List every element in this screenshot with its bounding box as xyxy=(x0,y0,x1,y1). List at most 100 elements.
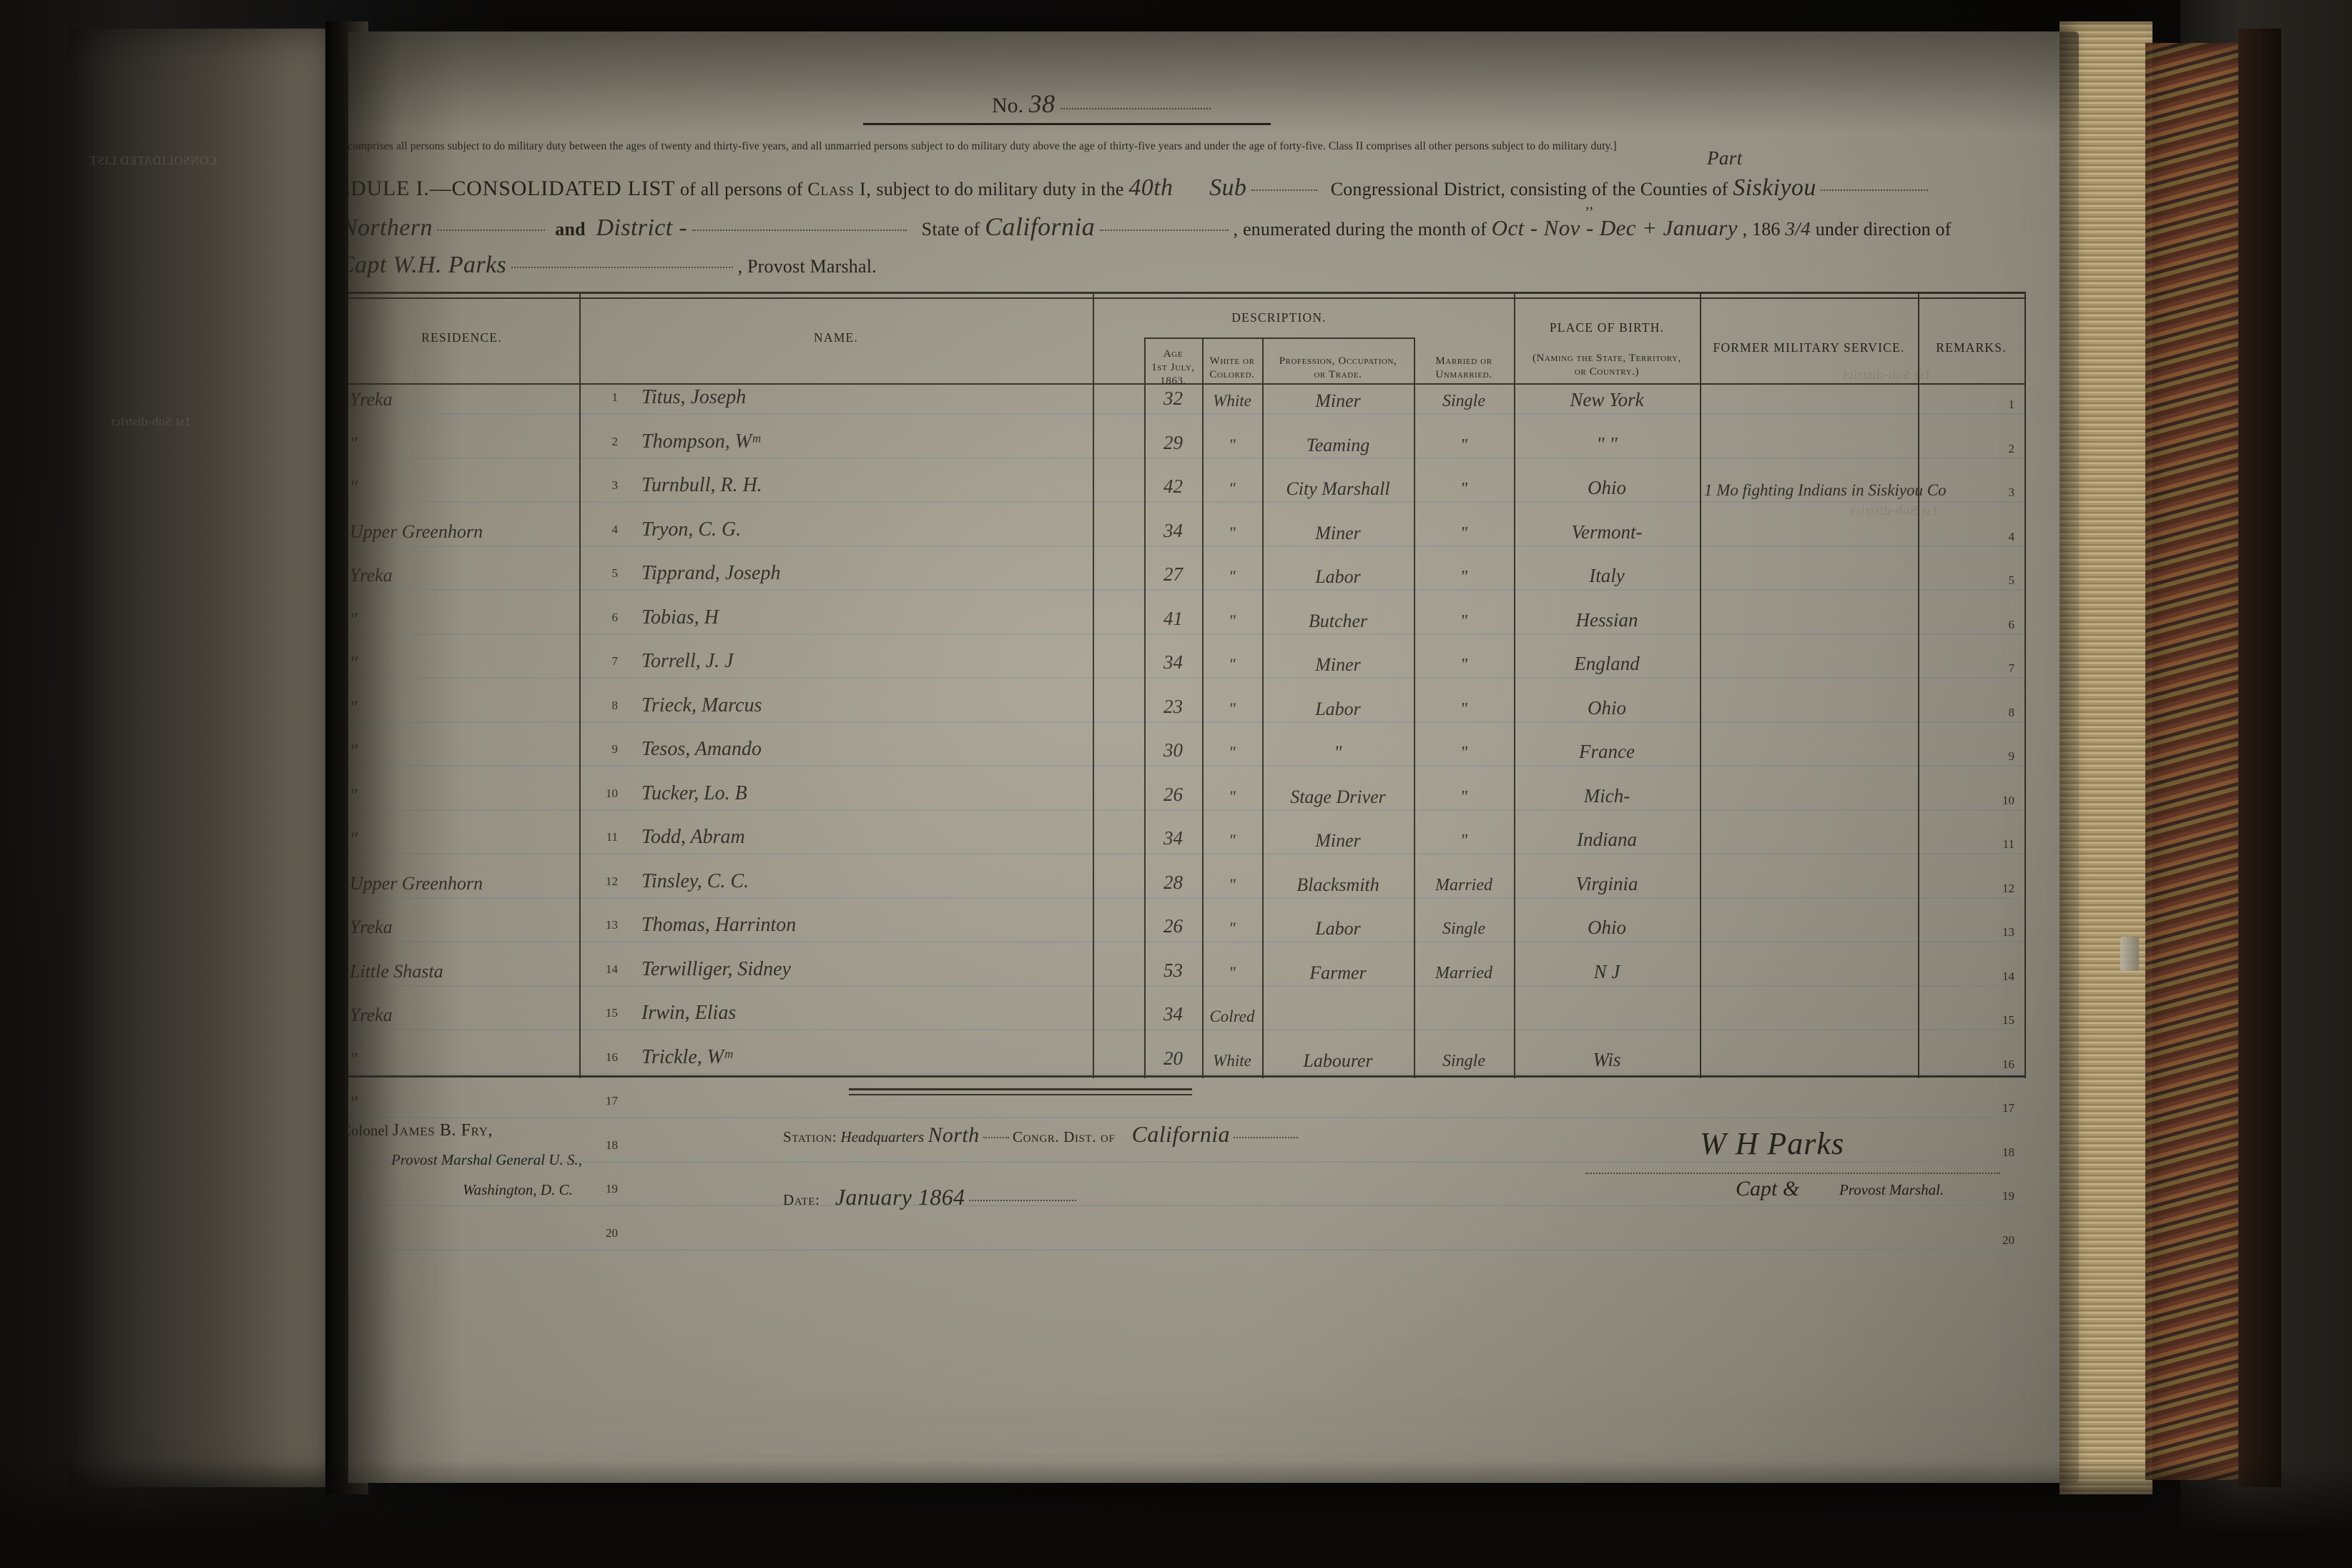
district-number-value: 40th xyxy=(1128,174,1173,201)
header-profession-line2: or Trade. xyxy=(1314,368,1362,380)
row-number: 20 xyxy=(606,1226,618,1240)
col-divider-service xyxy=(1700,292,1701,1078)
row-number: 17 xyxy=(606,1094,618,1108)
cell-marital: " xyxy=(1460,699,1468,719)
cell-birth: Ohio xyxy=(1588,477,1626,498)
cell-birth: New York xyxy=(1570,389,1644,410)
cell-residence: Yreka xyxy=(350,917,393,937)
cell-service: 1 Mo fighting Indians in Siskiyou Co xyxy=(1704,481,1947,499)
row-number: 2 xyxy=(611,434,619,448)
col-divider-name xyxy=(1093,292,1094,1078)
cell-wc: " xyxy=(1229,875,1236,894)
cell-name: Torrell, J. J xyxy=(641,650,734,672)
state-rule xyxy=(1099,230,1229,231)
row-number: 9 xyxy=(611,742,619,756)
header-pob-sub-line2: or Country.) xyxy=(1574,365,1640,378)
cell-birth: Ohio xyxy=(1588,696,1626,719)
class-definition-note: I comprises all persons subject to do mi… xyxy=(348,140,1617,152)
cell-name: Todd, Abram xyxy=(641,826,745,848)
book-fore-edge xyxy=(2060,21,2152,1494)
ruled-line xyxy=(348,413,2024,415)
cell-marital: Single xyxy=(1442,919,1485,938)
row-number-right: 15 xyxy=(2002,1013,2014,1027)
cell-age: 20 xyxy=(1163,1047,1183,1069)
congressional-district-text: Congressional District, consisting of th… xyxy=(1330,179,1728,199)
header-age: Age 1st July, 1863. xyxy=(1144,347,1202,388)
cell-name: Trieck, Marcus xyxy=(641,694,762,716)
cell-name: Tesos, Amando xyxy=(641,738,762,760)
cell-name: Terwilliger, Sidney xyxy=(641,957,791,980)
cell-age: 28 xyxy=(1163,871,1183,893)
row-number-right: 8 xyxy=(2008,705,2015,719)
col-divider-profession xyxy=(1262,337,1264,1078)
col-divider-married xyxy=(1414,337,1415,1078)
row-number: 7 xyxy=(611,654,619,668)
row-number: 8 xyxy=(611,698,619,712)
ruled-line xyxy=(348,721,2024,723)
schedule-title-text-1: of all persons of xyxy=(679,179,803,199)
cell-name: Thomas, Harrinton xyxy=(641,914,797,936)
cell-birth: Indiana xyxy=(1577,829,1637,850)
cell-wc: " xyxy=(1229,523,1236,542)
cell-age: 30 xyxy=(1163,739,1183,761)
cell-wc: " xyxy=(1229,656,1236,674)
cell-marital: Married xyxy=(1435,963,1492,982)
desk-bottom-shadow xyxy=(0,1461,2352,1568)
row-number: 15 xyxy=(606,1006,618,1020)
form-number-label: No. xyxy=(992,94,1024,117)
cell-wc: " xyxy=(1229,611,1236,630)
cell-age: 41 xyxy=(1163,607,1183,629)
header-place-of-birth: PLACE OF BIRTH. xyxy=(1549,320,1665,335)
ruled-line xyxy=(348,457,2024,459)
row-number-right: 3 xyxy=(2008,485,2015,499)
row-number-right: 20 xyxy=(2002,1233,2014,1247)
row-number-right: 16 xyxy=(2002,1057,2014,1071)
cell-name: Titus, Joseph xyxy=(641,386,747,408)
cell-marital: Single xyxy=(1442,1051,1485,1070)
cell-marital: Married xyxy=(1435,875,1492,894)
row-number: 3 xyxy=(611,478,619,492)
cell-profession: Farmer xyxy=(1309,962,1367,983)
footer-date-row: Date: January 1864 xyxy=(783,1184,1076,1210)
cell-marital: " xyxy=(1460,523,1468,543)
row-number-right: 18 xyxy=(2002,1145,2014,1159)
cell-name: Thompson, Wᵐ xyxy=(641,430,760,453)
cell-birth: England xyxy=(1574,653,1640,674)
header-wc-line1: White or xyxy=(1209,355,1255,367)
ruled-line xyxy=(348,941,2024,942)
ruled-line xyxy=(348,809,2024,811)
header-wc-line2: Colored. xyxy=(1209,368,1255,380)
cell-residence: Yreka xyxy=(350,565,393,586)
cell-residence: " xyxy=(350,1048,358,1070)
footer-station-rule xyxy=(983,1137,1009,1138)
state-label: State of xyxy=(921,219,980,240)
cell-age: 34 xyxy=(1163,827,1183,849)
cell-residence: Upper Greenhorn xyxy=(350,521,483,542)
cell-wc: " xyxy=(1229,699,1236,718)
header-remarks: REMARKS. xyxy=(1936,340,2007,355)
cell-age: 34 xyxy=(1163,1003,1183,1025)
cell-birth: Ohio xyxy=(1588,917,1626,938)
cell-name: Tinsley, C. C. xyxy=(641,869,749,892)
row-number: 13 xyxy=(606,918,618,932)
cell-profession: Labor xyxy=(1315,918,1361,939)
row-number-right: 14 xyxy=(2002,969,2014,983)
footer-signature-title: Provost Marshal. xyxy=(1839,1181,1944,1198)
cell-birth: Virginia xyxy=(1575,872,1638,894)
district-sub-value: Sub xyxy=(1209,174,1247,201)
row-number-right: 2 xyxy=(2008,441,2015,455)
form-number-rule xyxy=(1060,108,1211,109)
marbled-endpaper-edge xyxy=(2145,43,2253,1480)
cell-residence: Yreka xyxy=(350,389,393,410)
book-cover-edge xyxy=(2238,29,2281,1487)
cell-residence: Little Shasta xyxy=(350,960,443,982)
form-number-value: 38 xyxy=(1028,89,1056,118)
row-number: 10 xyxy=(606,786,618,800)
cell-profession: " xyxy=(1334,742,1342,763)
district-rule xyxy=(1251,189,1317,191)
district-name-rule xyxy=(437,230,545,231)
footer-general-title: Provost Marshal General U. S., xyxy=(391,1151,582,1168)
cell-profession: Blacksmith xyxy=(1296,874,1379,895)
state-value: California xyxy=(985,212,1096,241)
row-number: 11 xyxy=(606,830,618,844)
